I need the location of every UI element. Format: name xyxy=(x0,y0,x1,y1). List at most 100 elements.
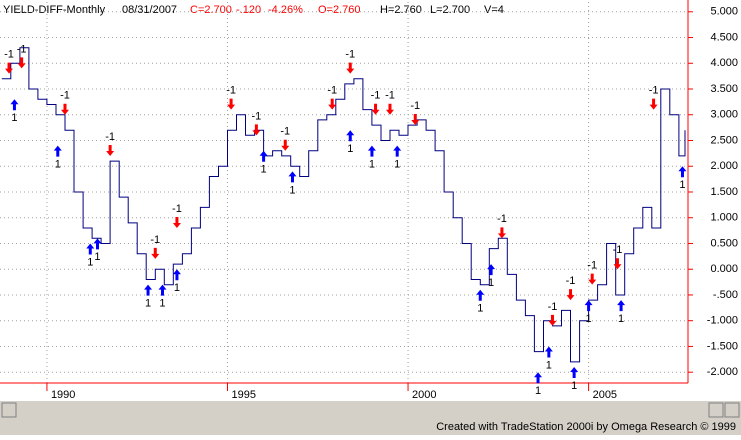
signal-label: -1 xyxy=(548,301,558,313)
sell-arrow xyxy=(60,103,69,115)
buy-arrow xyxy=(617,300,626,312)
buy-arrow xyxy=(367,145,376,157)
signal-label: 1 xyxy=(145,298,151,310)
sell-arrow xyxy=(106,144,115,156)
signal-label: 1 xyxy=(618,313,624,325)
sell-arrow xyxy=(649,98,658,110)
header-field: C=2.700 xyxy=(190,4,232,16)
y-tick-label: 0.000 xyxy=(710,263,738,275)
buy-arrow xyxy=(584,300,593,312)
sell-arrow xyxy=(281,139,290,151)
sell-arrow xyxy=(227,98,236,110)
y-tick-label: -1.000 xyxy=(707,315,738,327)
header-field: -4.26% xyxy=(268,4,303,16)
y-tick-label: 0.500 xyxy=(710,237,738,249)
header-field: L=2.700 xyxy=(430,4,470,16)
signal-label: 1 xyxy=(679,179,685,191)
header-field: V=4 xyxy=(484,4,504,16)
y-tick-label: -2.000 xyxy=(707,366,738,378)
signal-label: 1 xyxy=(394,159,400,171)
signal-label: -1 xyxy=(497,213,507,225)
signal-label: -1 xyxy=(172,203,182,215)
signal-label: -1 xyxy=(649,85,659,97)
buy-arrow xyxy=(93,238,102,250)
y-tick-label: 4.000 xyxy=(710,57,738,69)
buy-arrow xyxy=(259,150,268,162)
signal-label: -1 xyxy=(345,48,355,60)
signal-label: 1 xyxy=(289,184,295,196)
signal-label: -1 xyxy=(251,110,261,122)
signal-label: -1 xyxy=(371,90,381,102)
scroll-right[interactable] xyxy=(708,402,724,418)
scroll-end[interactable] xyxy=(724,402,740,418)
signal-label: -1 xyxy=(4,48,14,60)
sell-arrow xyxy=(613,258,622,270)
y-tick-label: -1.500 xyxy=(707,340,738,352)
scroll-left[interactable] xyxy=(1,402,17,418)
sell-arrow xyxy=(151,247,160,259)
sell-arrow xyxy=(385,103,394,115)
signal-label: 1 xyxy=(477,303,483,315)
signal-label: -1 xyxy=(410,100,420,112)
signal-label: -1 xyxy=(150,234,160,246)
signal-label: 1 xyxy=(535,385,541,397)
signal-label: 1 xyxy=(261,164,267,176)
signal-label: 1 xyxy=(174,282,180,294)
buy-arrow xyxy=(570,367,579,379)
header-field: -.120 xyxy=(236,4,261,16)
sell-arrow xyxy=(328,98,337,110)
sell-arrow xyxy=(346,62,355,74)
signal-label: 1 xyxy=(159,298,165,310)
signal-label: 1 xyxy=(586,313,592,325)
signal-label: 1 xyxy=(571,380,577,392)
signal-label: 1 xyxy=(94,251,100,263)
y-tick-label: 2.000 xyxy=(710,160,738,172)
footer-bar xyxy=(0,419,741,435)
buy-arrow xyxy=(393,145,402,157)
y-tick-label: 3.000 xyxy=(710,109,738,121)
sell-arrow xyxy=(411,114,420,126)
buy-arrow xyxy=(678,166,687,178)
buy-arrow xyxy=(487,264,496,276)
signal-label: -1 xyxy=(587,260,597,272)
signal-label: -1 xyxy=(105,131,115,143)
signal-label: -1 xyxy=(60,90,70,102)
buy-arrow xyxy=(158,284,167,296)
buy-arrow xyxy=(346,130,355,142)
y-tick-label: 4.500 xyxy=(710,31,738,43)
x-tick-label: 2000 xyxy=(412,389,436,401)
header-field: H=2.760 xyxy=(380,4,422,16)
sell-arrow xyxy=(497,227,506,239)
header-field: O=2.760 xyxy=(318,4,361,16)
buy-arrow xyxy=(144,284,153,296)
y-tick-label: 1.000 xyxy=(710,212,738,224)
sell-arrow xyxy=(548,314,557,326)
y-tick-label: 5.000 xyxy=(710,6,738,18)
signal-label: 1 xyxy=(11,112,17,124)
y-tick-label: 3.500 xyxy=(710,83,738,95)
sell-arrow xyxy=(252,124,261,136)
scrollbar[interactable] xyxy=(0,401,741,419)
buy-arrow xyxy=(534,372,543,384)
buy-arrow xyxy=(172,269,181,281)
signal-label: 1 xyxy=(488,277,494,289)
sell-arrow xyxy=(566,289,575,301)
signal-label: -1 xyxy=(566,275,576,287)
x-tick-label: 1990 xyxy=(51,389,75,401)
buy-arrow xyxy=(53,145,62,157)
signal-label: 1 xyxy=(55,159,61,171)
signal-label: -1 xyxy=(613,244,623,256)
x-tick-label: 1995 xyxy=(231,389,255,401)
y-tick-label: -.500 xyxy=(713,289,738,301)
signal-label: -1 xyxy=(17,43,27,55)
signal-label: 1 xyxy=(347,143,353,155)
signal-label: -1 xyxy=(226,85,236,97)
signal-label: -1 xyxy=(327,85,337,97)
buy-arrow xyxy=(476,289,485,301)
x-tick-label: 2005 xyxy=(593,389,617,401)
signal-label: 1 xyxy=(87,256,93,268)
y-tick-label: 2.500 xyxy=(710,134,738,146)
header-field: 08/31/2007 xyxy=(122,4,177,16)
